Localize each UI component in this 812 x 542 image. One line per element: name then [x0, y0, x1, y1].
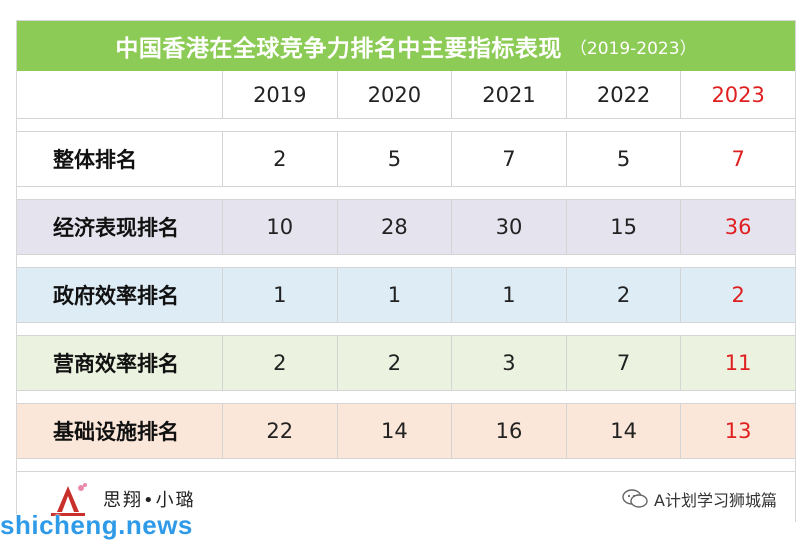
table-row: 整体排名 2 5 7 5 7: [17, 131, 795, 187]
title-sub: （2019-2023）: [569, 38, 697, 59]
table-cell: 5: [336, 132, 452, 186]
table-cell: 2: [222, 132, 337, 186]
table-title: 中国香港在全球竞争力排名中主要指标表现 （2019-2023）: [17, 21, 795, 71]
table-cell: 7: [565, 336, 681, 390]
year-2022: 2022: [565, 71, 681, 118]
table-row: 政府效率排名 1 1 1 2 2: [17, 267, 795, 323]
footer: 思翔•小璐 A计划学习狮城篇: [17, 471, 795, 522]
table-cell: 5: [565, 132, 681, 186]
table-cell: 1: [451, 268, 566, 322]
table-cell-highlight: 11: [680, 336, 795, 390]
table-row: 营商效率排名 2 2 3 7 11: [17, 335, 795, 391]
header-corner: [17, 71, 222, 118]
year-2023: 2023: [680, 71, 795, 118]
table-cell: 10: [222, 200, 337, 254]
table-cell: 1: [336, 268, 452, 322]
row-label: 基础设施排名: [53, 420, 179, 444]
table-row: 基础设施排名 22 14 16 14 13: [17, 403, 795, 459]
brand-logo-icon: [51, 483, 87, 516]
site-watermark: shicheng.news: [0, 510, 193, 540]
wechat-account: A计划学习狮城篇: [622, 487, 777, 511]
year-2020: 2020: [336, 71, 452, 118]
table-row: 经济表现排名 10 28 30 15 36: [17, 199, 795, 255]
table-cell: 28: [336, 200, 452, 254]
ranking-table: 中国香港在全球竞争力排名中主要指标表现 （2019-2023） 2019 202…: [16, 20, 796, 522]
table-cell: 15: [565, 200, 681, 254]
row-label: 政府效率排名: [53, 284, 179, 308]
table-cell: 2: [565, 268, 681, 322]
year-header-row: 2019 2020 2021 2022 2023: [17, 71, 795, 119]
table-cell: 1: [222, 268, 337, 322]
table-cell-highlight: 7: [680, 132, 795, 186]
table-cell: 30: [451, 200, 566, 254]
year-2021: 2021: [451, 71, 566, 118]
year-2019: 2019: [222, 71, 337, 118]
wechat-account-name: A计划学习狮城篇: [654, 491, 777, 510]
row-label: 经济表现排名: [53, 216, 179, 240]
table-cell-highlight: 13: [680, 404, 795, 458]
table-cell: 16: [451, 404, 566, 458]
wechat-icon: [622, 489, 648, 508]
table-cell: 2: [222, 336, 337, 390]
table-cell: 3: [451, 336, 566, 390]
title-main: 中国香港在全球竞争力排名中主要指标表现: [115, 36, 562, 62]
table-cell: 2: [336, 336, 452, 390]
table-cell-highlight: 36: [680, 200, 795, 254]
row-label: 营商效率排名: [53, 352, 179, 376]
table-cell: 14: [336, 404, 452, 458]
table-cell: 22: [222, 404, 337, 458]
brand-name: 思翔•小璐: [103, 490, 196, 511]
table-cell: 14: [565, 404, 681, 458]
table-cell: 7: [451, 132, 566, 186]
table-cell-highlight: 2: [680, 268, 795, 322]
row-label: 整体排名: [53, 148, 137, 172]
